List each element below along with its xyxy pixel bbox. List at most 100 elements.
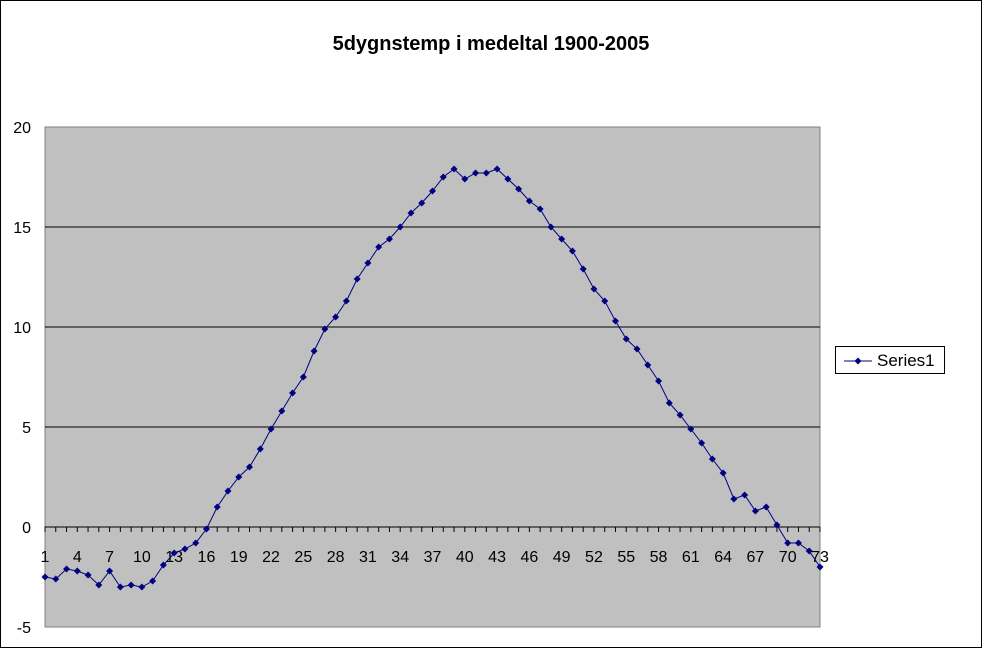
data-point bbox=[52, 575, 60, 583]
data-point bbox=[439, 173, 447, 181]
data-point bbox=[138, 583, 146, 591]
y-tick-label: 15 bbox=[13, 220, 31, 237]
x-tick-label: 31 bbox=[359, 549, 377, 566]
data-point bbox=[385, 235, 393, 243]
data-point bbox=[730, 495, 738, 503]
data-point bbox=[708, 455, 716, 463]
data-point bbox=[170, 549, 178, 557]
data-point bbox=[773, 521, 781, 529]
data-point bbox=[741, 491, 749, 499]
data-point bbox=[353, 275, 361, 283]
x-tick-label: 49 bbox=[553, 549, 571, 566]
x-tick-label: 58 bbox=[650, 549, 668, 566]
data-point bbox=[601, 297, 609, 305]
data-point bbox=[418, 199, 426, 207]
data-point bbox=[364, 259, 372, 267]
data-point bbox=[278, 407, 286, 415]
data-point bbox=[396, 223, 404, 231]
data-point bbox=[106, 567, 114, 575]
data-point bbox=[784, 539, 792, 547]
data-point bbox=[611, 317, 619, 325]
data-point bbox=[213, 503, 221, 511]
data-point bbox=[719, 469, 727, 477]
data-point bbox=[547, 223, 555, 231]
x-tick-label: 55 bbox=[617, 549, 635, 566]
data-point bbox=[558, 235, 566, 243]
x-tick-label: 43 bbox=[488, 549, 506, 566]
data-point bbox=[267, 425, 275, 433]
data-point bbox=[515, 185, 523, 193]
data-point bbox=[224, 487, 232, 495]
data-point bbox=[127, 581, 135, 589]
data-point bbox=[816, 563, 824, 571]
x-tick-label: 61 bbox=[682, 549, 700, 566]
x-tick-label: 70 bbox=[779, 549, 797, 566]
data-point bbox=[332, 313, 340, 321]
data-point bbox=[375, 243, 383, 251]
x-tick-label: 13 bbox=[165, 549, 183, 566]
x-tick-label: 25 bbox=[294, 549, 312, 566]
chart-title: 5dygnstemp i medeltal 1900-2005 bbox=[332, 33, 650, 55]
data-point bbox=[289, 389, 297, 397]
x-tick-label: 73 bbox=[811, 549, 829, 566]
data-point bbox=[762, 503, 770, 511]
data-point bbox=[73, 567, 81, 575]
x-tick-label: 64 bbox=[714, 549, 732, 566]
data-point bbox=[493, 165, 501, 173]
y-tick-label: -5 bbox=[17, 620, 31, 637]
data-point bbox=[644, 361, 652, 369]
data-point bbox=[256, 445, 264, 453]
data-point bbox=[665, 399, 673, 407]
legend-label: Series1 bbox=[877, 351, 935, 370]
data-point bbox=[676, 411, 684, 419]
y-tick-label: 20 bbox=[13, 120, 31, 137]
data-point bbox=[149, 577, 157, 585]
data-point bbox=[159, 561, 167, 569]
data-point bbox=[622, 335, 630, 343]
data-point bbox=[342, 297, 350, 305]
data-point bbox=[472, 169, 480, 177]
data-point bbox=[461, 175, 469, 183]
y-tick-label: 10 bbox=[13, 320, 31, 337]
data-point bbox=[579, 265, 587, 273]
x-tick-label: 67 bbox=[747, 549, 765, 566]
data-point bbox=[633, 345, 641, 353]
data-point bbox=[116, 583, 124, 591]
data-point bbox=[794, 539, 802, 547]
x-tick-label: 34 bbox=[391, 549, 409, 566]
data-point bbox=[590, 285, 598, 293]
data-point bbox=[698, 439, 706, 447]
data-point bbox=[525, 197, 533, 205]
data-point bbox=[568, 247, 576, 255]
x-tick-label: 7 bbox=[105, 549, 114, 566]
data-point bbox=[235, 473, 243, 481]
data-point bbox=[202, 525, 210, 533]
x-tick-label: 1 bbox=[41, 549, 50, 566]
data-point bbox=[450, 165, 458, 173]
data-point bbox=[655, 377, 663, 385]
x-tick-label: 52 bbox=[585, 549, 603, 566]
x-tick-label: 28 bbox=[327, 549, 345, 566]
y-tick-label: 5 bbox=[22, 420, 31, 437]
data-point bbox=[429, 187, 436, 195]
x-tick-label: 40 bbox=[456, 549, 474, 566]
data-point bbox=[407, 209, 415, 217]
data-point bbox=[805, 547, 813, 555]
y-tick-label: 0 bbox=[22, 520, 31, 537]
legend-marker-icon bbox=[844, 357, 872, 365]
data-point bbox=[751, 507, 759, 515]
data-point bbox=[310, 347, 318, 355]
data-point bbox=[95, 581, 103, 589]
data-point bbox=[41, 573, 49, 581]
data-point bbox=[181, 545, 189, 553]
x-tick-label: 22 bbox=[262, 549, 280, 566]
data-point bbox=[299, 373, 307, 381]
data-point bbox=[192, 539, 200, 547]
data-point bbox=[84, 571, 92, 579]
x-tick-label: 16 bbox=[198, 549, 216, 566]
plot-area bbox=[44, 126, 821, 628]
data-point bbox=[536, 205, 544, 213]
data-point bbox=[504, 175, 512, 183]
data-point bbox=[687, 425, 695, 433]
